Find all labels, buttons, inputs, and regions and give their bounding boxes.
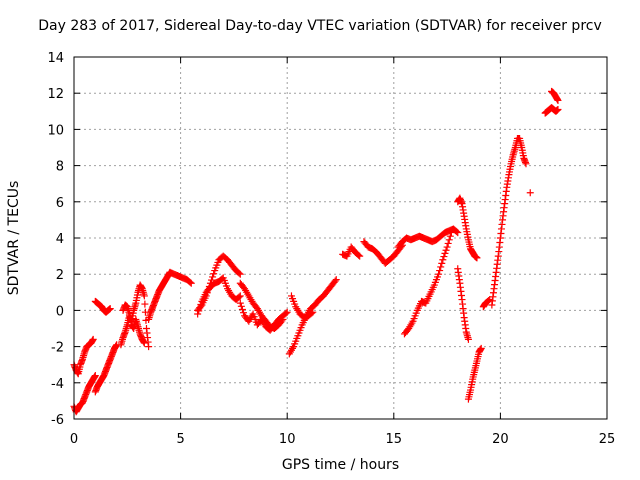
data-point-seg19 [473,254,481,262]
data-point-seg15 [355,251,363,259]
data-point-seg17 [454,229,462,237]
y-tick-label: 12 [47,87,64,102]
data-point-seg6 [140,339,148,347]
x-tick-label: 0 [70,432,78,447]
data-point-seg10 [236,292,244,300]
data-point-seg13 [331,277,339,285]
data-point-seg15 [356,252,364,260]
data-point-seg18 [447,229,455,237]
data-point-seg20 [464,335,472,343]
x-tick-label: 20 [492,432,509,447]
data-point-seg18 [437,263,445,271]
grid [74,57,607,419]
data-point-seg18 [436,267,444,275]
data-point-seg18 [435,270,443,278]
data-point-seg10 [195,307,203,315]
data-point-seg3 [106,305,114,313]
data-point-seg9 [210,270,218,278]
data-point-seg23 [522,160,530,168]
data-point-seg10 [196,304,204,312]
data-point-seg18 [441,249,449,257]
data-point-seg11 [237,302,245,310]
data-point-seg12 [279,315,287,323]
data-point-seg8 [187,279,195,287]
data-point-seg13 [332,276,340,284]
y-tick-label: 4 [56,232,64,247]
y-tick-label: 10 [47,123,64,138]
x-tick-label: 25 [599,432,616,447]
data-point-seg2 [91,372,99,380]
data-point-seg18 [440,253,448,261]
y-tick-label: 2 [56,268,64,283]
data-point-seg10 [235,293,243,301]
data-point-seg11 [239,309,247,317]
x-axis-label: GPS time / hours [281,457,400,473]
data-points [70,87,562,416]
data-point-seg14 [309,308,317,316]
data-point-seg18 [446,232,454,240]
y-tick-label: 0 [56,304,64,319]
x-axis-ticks: 0 5 10 15 20 25 [70,57,615,447]
chart-title: Day 283 of 2017, Sidereal Day-to-day VTE… [38,18,602,34]
data-point-seg18 [445,236,453,244]
data-point-seg14 [308,309,316,317]
data-point-seg9 [208,276,216,284]
y-tick-label: -6 [51,413,64,428]
data-point-seg21 [477,344,485,352]
data-point-seg18 [442,246,450,254]
data-point-seg18 [443,243,451,251]
data-point-seg10 [197,301,205,309]
data-point-seg18 [444,239,452,247]
y-tick-label: -2 [51,341,64,356]
data-point-seg5 [145,343,153,351]
y-tick-label: 8 [56,160,64,175]
data-point-seg25 [554,105,562,113]
data-point-seg9 [209,273,217,281]
data-point-seg18 [439,256,447,264]
data-point-seg11 [236,299,244,307]
y-tick-label: 6 [56,196,64,211]
data-point-seg1 [89,335,97,343]
data-point-seg11 [282,309,290,317]
x-tick-label: 5 [176,432,184,447]
y-axis-ticks: -6 -4 -2 0 2 4 6 8 10 12 14 [47,51,607,428]
data-point-seg24 [526,189,534,197]
x-tick-label: 10 [279,432,296,447]
data-point-seg8 [186,278,194,286]
x-tick-label: 15 [386,432,403,447]
data-point-seg5 [140,292,148,300]
data-point-seg17 [453,228,461,236]
data-point-seg26 [554,96,562,104]
data-point-seg12 [278,317,286,325]
data-point-seg5 [141,300,149,308]
data-point-seg9 [235,269,243,277]
y-tick-label: 14 [47,51,64,66]
y-tick-label: -4 [51,377,64,392]
data-point-seg9 [236,270,244,278]
plot-frame [73,56,608,420]
data-point-seg18 [438,259,446,267]
data-point-seg11 [283,308,291,316]
data-point-seg10 [194,310,202,318]
data-point-seg11 [238,305,246,313]
